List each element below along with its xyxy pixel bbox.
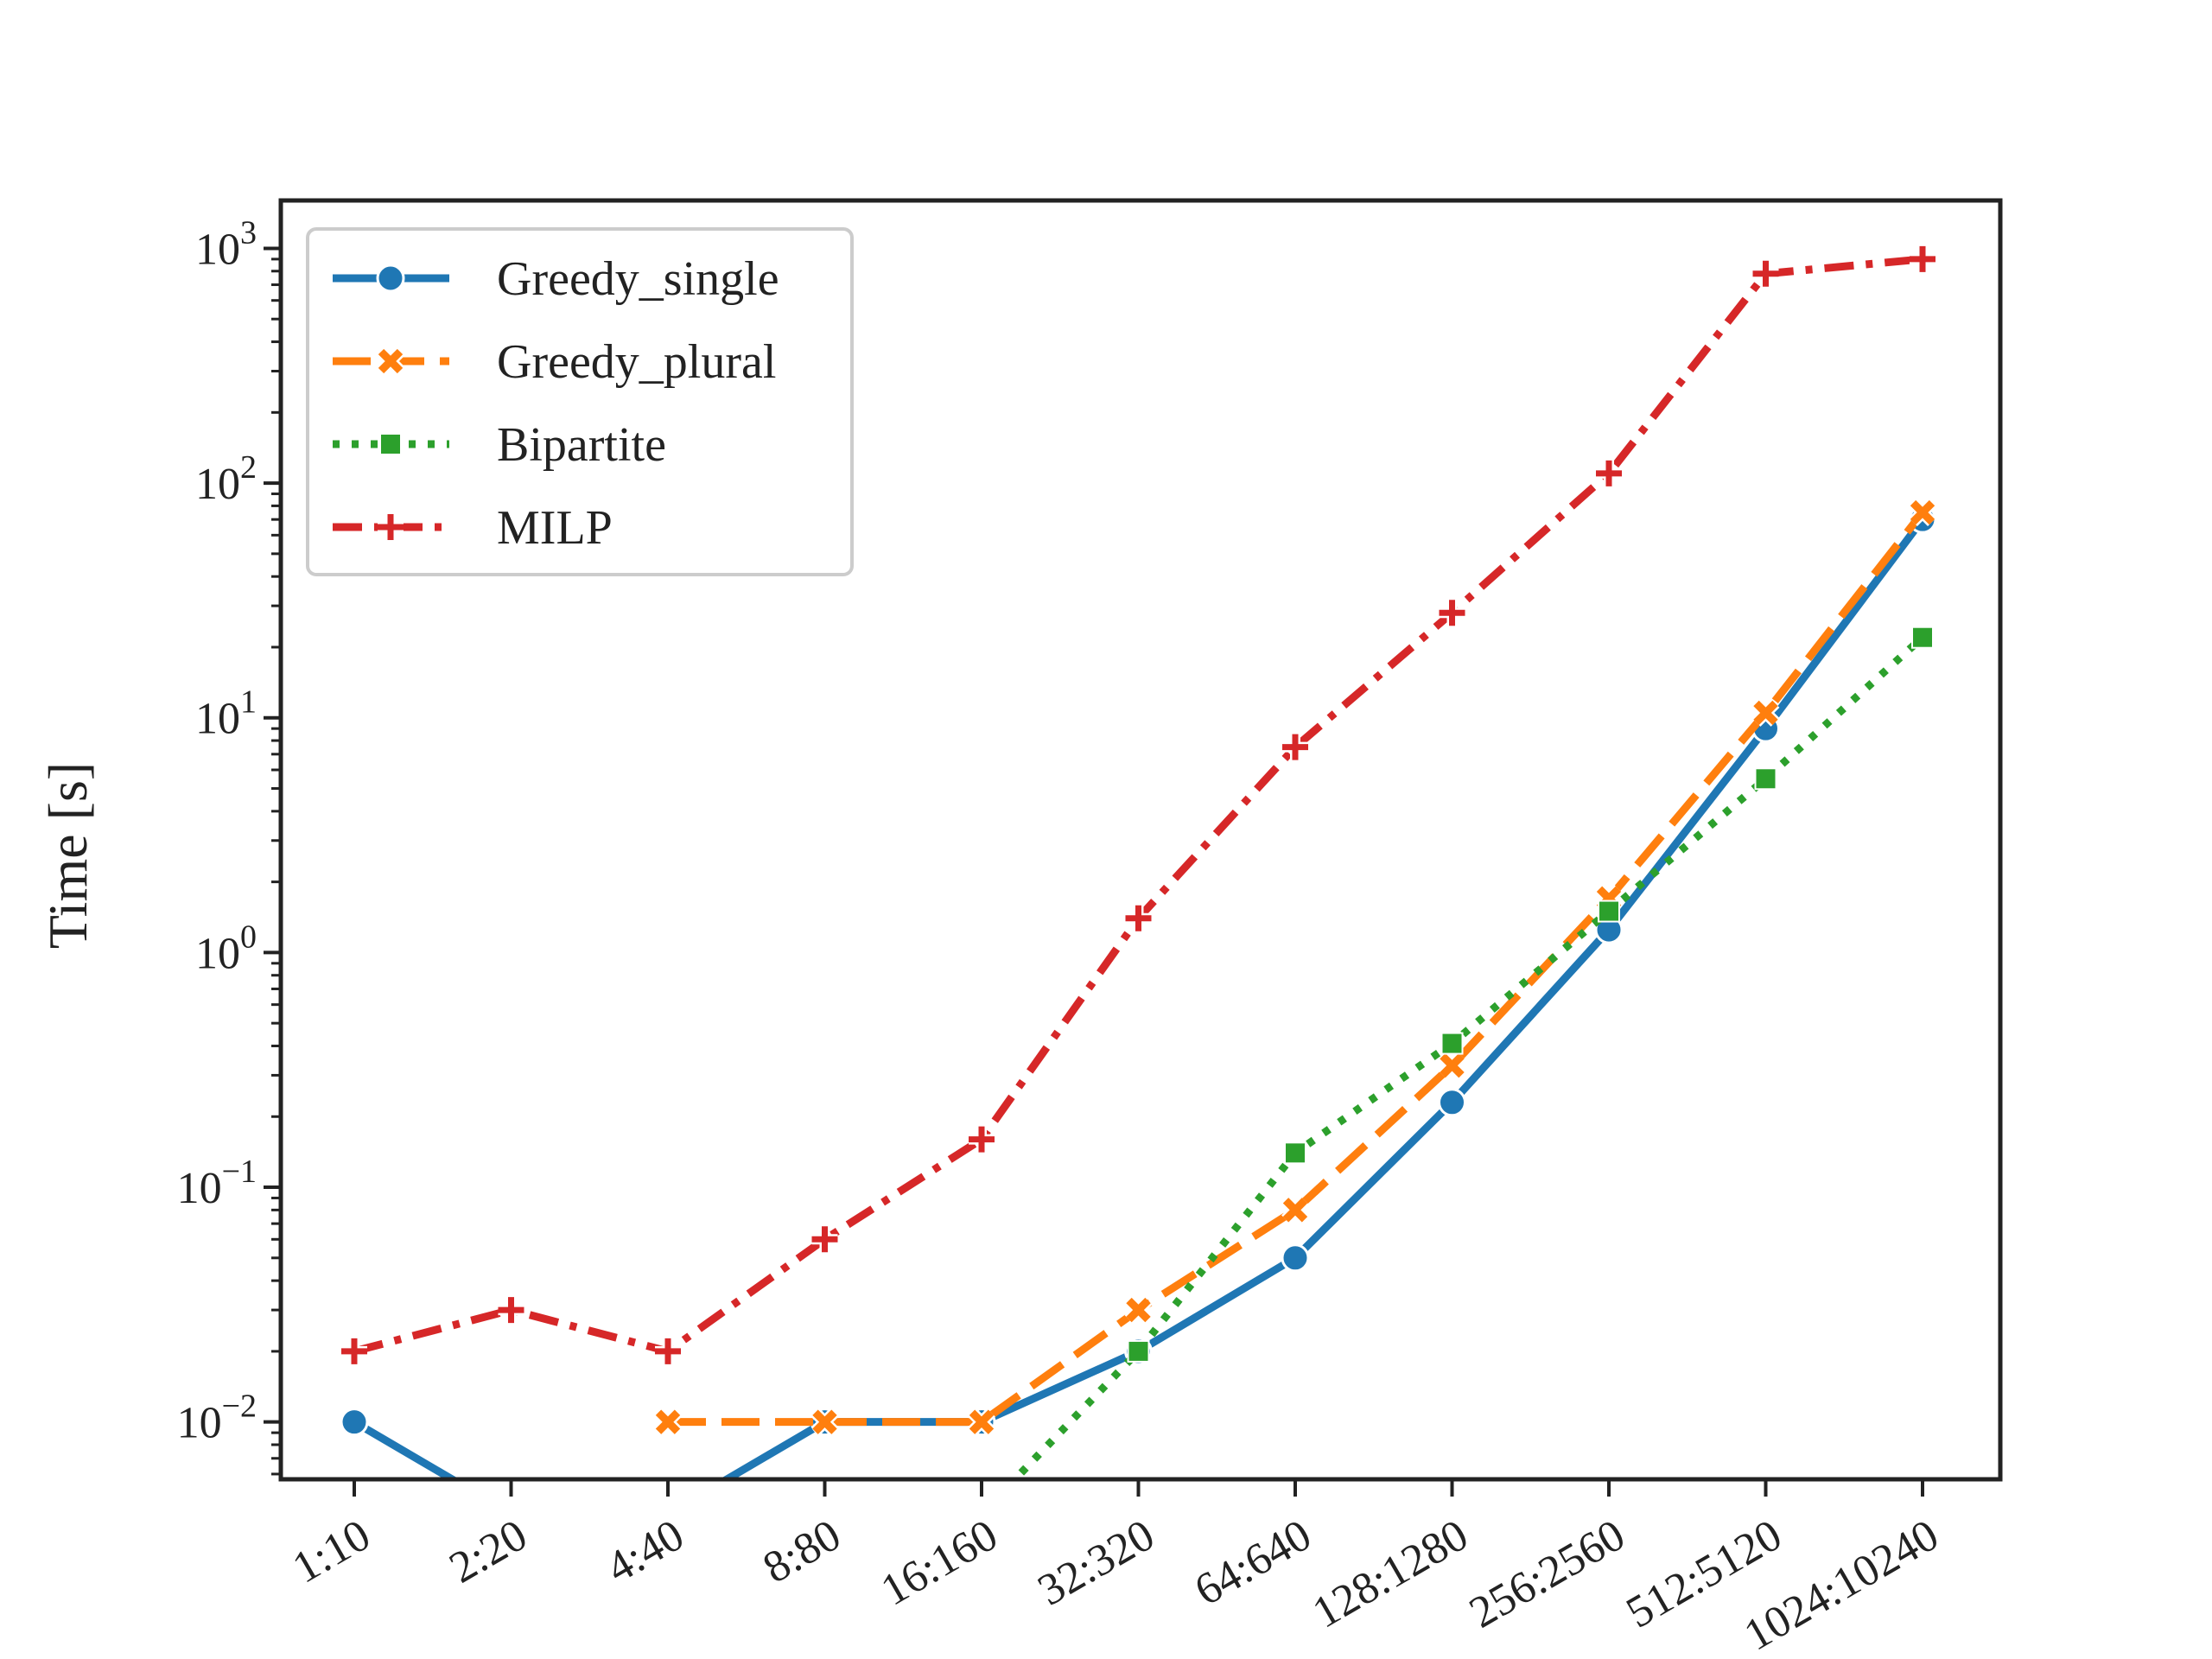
data-point bbox=[1753, 700, 1778, 726]
data-point bbox=[341, 1338, 367, 1364]
series-line bbox=[668, 510, 1926, 1427]
legend-label: MILP bbox=[497, 501, 613, 555]
data-point bbox=[811, 1226, 838, 1253]
y-axis: 10−2 10−1 100 101 102 103 bbox=[177, 214, 281, 1476]
data-point bbox=[655, 1338, 681, 1364]
x-tick-label: 32:320 bbox=[1030, 1510, 1163, 1616]
y-tick-label: 10−2 bbox=[177, 1389, 257, 1448]
legend-marker bbox=[379, 433, 402, 455]
legend-marker bbox=[378, 348, 404, 374]
x-tick-label: 8:80 bbox=[755, 1510, 849, 1593]
series-MILP bbox=[341, 245, 1936, 1364]
data-point bbox=[1282, 734, 1308, 760]
legend-label: Greedy_plural bbox=[497, 335, 776, 389]
y-tick-label: 101 bbox=[195, 684, 257, 744]
data-point bbox=[1598, 899, 1620, 923]
legend: Greedy_single Greedy_plural Bipartite MILP bbox=[306, 227, 854, 576]
data-point bbox=[1127, 1339, 1150, 1363]
y-tick-label: 102 bbox=[195, 449, 257, 509]
y-tick-label: 10−1 bbox=[177, 1154, 257, 1213]
data-point bbox=[1910, 499, 1936, 525]
data-point bbox=[1282, 1198, 1308, 1223]
x-tick-label: 16:160 bbox=[873, 1510, 1006, 1616]
data-point bbox=[969, 1126, 995, 1153]
series-layer bbox=[340, 245, 1937, 1479]
data-point bbox=[1284, 1141, 1306, 1165]
legend-marker bbox=[376, 264, 405, 293]
data-point bbox=[812, 1409, 837, 1434]
x-tick-label: 2:20 bbox=[442, 1510, 536, 1593]
x-axis: 1:10 2:20 4:40 8:80 16:160 32:320 64:640128:12… bbox=[284, 1479, 1947, 1659]
data-point bbox=[340, 1408, 369, 1437]
legend-label: Greedy_single bbox=[497, 252, 779, 306]
data-point bbox=[1752, 260, 1779, 287]
x-tick-label: 64:640 bbox=[1186, 1510, 1319, 1616]
data-point bbox=[1438, 1088, 1466, 1117]
legend-marker bbox=[378, 514, 404, 540]
plot-frame bbox=[278, 198, 2003, 1482]
data-point bbox=[1596, 460, 1622, 486]
data-point bbox=[1439, 600, 1465, 626]
data-point bbox=[1910, 245, 1936, 272]
data-point bbox=[1281, 1243, 1310, 1273]
series-Bipartite bbox=[1009, 626, 1934, 1479]
y-tick-label: 103 bbox=[195, 214, 257, 274]
x-tick-label: 256:2560 bbox=[1461, 1510, 1633, 1638]
legend-frame bbox=[306, 227, 854, 576]
data-point bbox=[969, 1409, 995, 1434]
data-point bbox=[498, 1297, 524, 1324]
y-tick-label: 100 bbox=[195, 918, 257, 978]
x-tick-label: 1:10 bbox=[284, 1510, 378, 1593]
legend-label: Bipartite bbox=[497, 418, 666, 472]
data-point bbox=[1754, 767, 1777, 791]
data-point bbox=[1440, 1032, 1464, 1055]
data-point bbox=[655, 1409, 681, 1434]
data-point bbox=[1911, 626, 1934, 649]
x-tick-label: 128:1280 bbox=[1305, 1510, 1477, 1638]
x-tick-label: 4:40 bbox=[598, 1510, 692, 1593]
data-point bbox=[1440, 1052, 1465, 1078]
data-point bbox=[1126, 1297, 1151, 1323]
y-axis-label: Time [s] bbox=[37, 762, 99, 949]
data-point bbox=[1125, 905, 1152, 931]
